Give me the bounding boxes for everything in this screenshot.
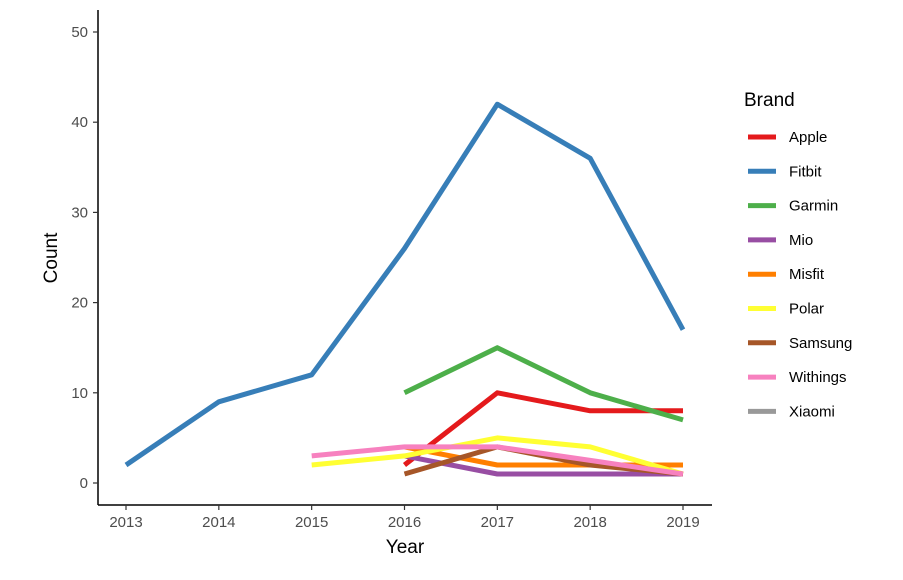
x-tick-label: 2014 — [202, 514, 235, 531]
legend-label-samsung: Samsung — [789, 335, 852, 352]
legend-label-fitbit: Fitbit — [789, 163, 822, 180]
legend-title: Brand — [744, 90, 795, 111]
series-layer — [124, 101, 686, 477]
x-tick-label: 2018 — [573, 514, 606, 531]
x-axis-ticks: 2013 2014 2015 2016 2017 2018 2019 — [109, 505, 700, 531]
y-axis-title: Count — [41, 232, 62, 283]
legend-label-withings: Withings — [789, 369, 847, 386]
x-tick-label: 2017 — [481, 514, 514, 531]
y-tick-label: 20 — [71, 295, 88, 312]
series-line-polar — [311, 435, 684, 477]
x-tick-label: 2015 — [295, 514, 328, 531]
legend: Brand Apple Fitbit Garmin Mio Misfit Polar Sam… — [744, 90, 852, 420]
series-line-fitbit — [124, 101, 686, 468]
y-tick-label: 50 — [71, 24, 88, 41]
x-axis-title: Year — [386, 537, 425, 558]
legend-label-apple: Apple — [789, 129, 827, 146]
x-tick-label: 2016 — [388, 514, 421, 531]
series-line-mio — [404, 453, 683, 477]
legend-label-mio: Mio — [789, 232, 813, 249]
series-line-withings — [311, 444, 684, 477]
x-tick-label: 2013 — [109, 514, 142, 531]
series-line-garmin — [403, 345, 684, 423]
x-tick-label: 2019 — [666, 514, 699, 531]
y-tick-label: 30 — [71, 204, 88, 221]
legend-label-xiaomi: Xiaomi — [789, 403, 835, 420]
y-axis-ticks: 0 10 20 30 40 50 — [71, 24, 98, 492]
y-tick-label: 0 — [80, 475, 88, 492]
legend-label-polar: Polar — [789, 301, 824, 318]
series-line-apple — [402, 390, 683, 467]
legend-label-misfit: Misfit — [789, 266, 825, 283]
y-tick-label: 10 — [71, 385, 88, 402]
y-tick-label: 40 — [71, 114, 88, 131]
legend-label-garmin: Garmin — [789, 198, 838, 215]
